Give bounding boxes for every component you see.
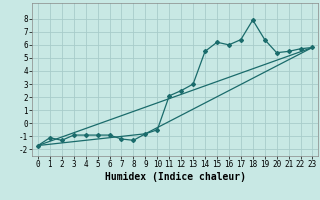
- X-axis label: Humidex (Indice chaleur): Humidex (Indice chaleur): [105, 172, 246, 182]
